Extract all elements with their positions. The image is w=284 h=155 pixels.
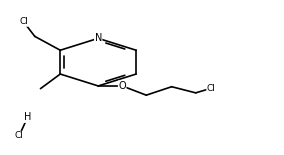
Text: H: H xyxy=(24,112,31,122)
Text: O: O xyxy=(118,81,126,91)
Text: Cl: Cl xyxy=(19,17,28,26)
Text: N: N xyxy=(95,33,102,43)
Text: Cl: Cl xyxy=(207,84,216,93)
Text: Cl: Cl xyxy=(15,131,24,140)
